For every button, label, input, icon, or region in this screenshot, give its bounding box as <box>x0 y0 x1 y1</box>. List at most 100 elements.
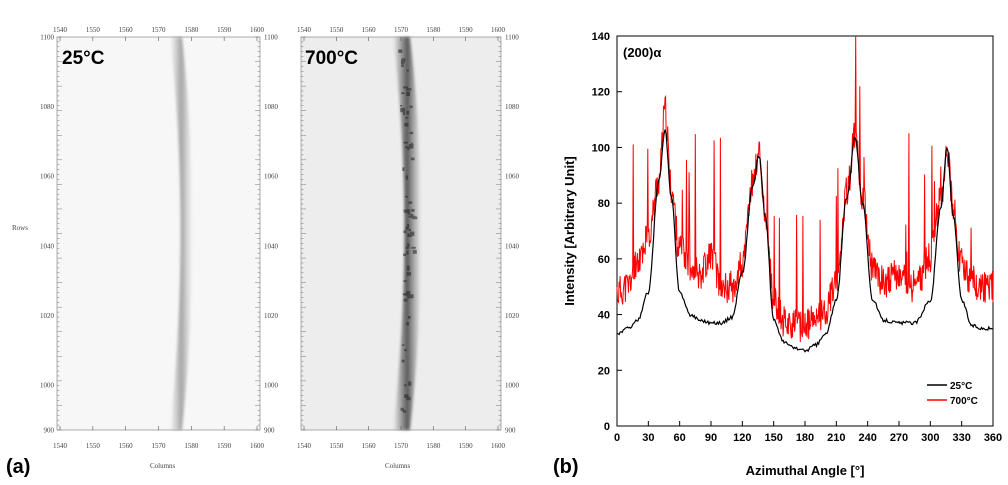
col-tick-label: 1590 <box>217 442 232 450</box>
x-tick-label: 120 <box>733 432 751 444</box>
x-tick-label: 360 <box>984 432 1002 444</box>
x-tick-label: 240 <box>858 432 876 444</box>
x-tick-label: 150 <box>764 432 782 444</box>
speckle <box>406 92 410 96</box>
col-tick-label: 1580 <box>184 442 199 450</box>
speckle <box>407 295 412 299</box>
col-tick-label: 1540 <box>297 26 312 34</box>
row-tick-label: 1080 <box>40 103 55 111</box>
speckle <box>404 123 408 127</box>
legend-label-700c: 700°C <box>950 396 978 407</box>
y-tick-label: 140 <box>592 31 610 43</box>
col-tick-label: 1570 <box>152 442 167 450</box>
panel-a-label: (a) <box>6 456 30 478</box>
col-tick-label: 1580 <box>184 26 199 34</box>
y-tick-label: 120 <box>592 87 610 99</box>
x-tick-label: 270 <box>890 432 908 444</box>
speckle <box>404 299 408 302</box>
speckle <box>401 65 404 67</box>
speckle <box>411 158 415 161</box>
col-tick-label: 1600 <box>250 26 265 34</box>
speckle <box>405 117 408 119</box>
speckle <box>411 247 416 249</box>
speckle <box>402 360 405 363</box>
col-tick-label: 1560 <box>119 442 134 450</box>
row-tick-label: 900 <box>264 427 275 435</box>
col-tick-label: 1540 <box>53 442 68 450</box>
y-tick-label: 100 <box>592 142 610 154</box>
speckle <box>410 132 413 134</box>
speckle <box>406 111 409 115</box>
y-tick-label: 60 <box>598 254 610 266</box>
row-tick-label: 1040 <box>40 242 55 250</box>
x-tick-label: 300 <box>921 432 939 444</box>
speckle <box>408 201 412 203</box>
row-tick-label: 900 <box>505 427 516 435</box>
temperature-label-700c: 700°C <box>305 48 358 69</box>
speckle <box>407 266 409 270</box>
col-tick-label: 1550 <box>329 442 344 450</box>
speckle <box>404 210 409 213</box>
speckle <box>406 251 408 255</box>
col-tick-label: 1560 <box>119 26 134 34</box>
speckle <box>404 349 406 351</box>
speckle <box>402 167 404 171</box>
panel-b-label: (b) <box>553 456 579 478</box>
row-tick-label: 900 <box>44 427 55 435</box>
row-tick-label: 1060 <box>40 173 55 181</box>
row-tick-label: 1100 <box>264 34 278 42</box>
speckle <box>403 253 406 256</box>
speckle <box>404 142 408 144</box>
speckle <box>408 381 411 385</box>
row-tick-label: 1040 <box>505 242 520 250</box>
speckle <box>403 280 406 282</box>
chart-title: (200)α <box>623 45 661 60</box>
x-tick-label: 60 <box>674 432 686 444</box>
y-axis-title: Intensity [Arbitrary Unit] <box>562 156 577 306</box>
col-tick-label: 1580 <box>426 26 441 34</box>
row-tick-label: 1060 <box>264 173 279 181</box>
x-tick-label: 330 <box>952 432 970 444</box>
col-tick-label: 1570 <box>394 442 409 450</box>
speckle <box>406 247 409 249</box>
speckle <box>404 384 406 386</box>
speckle <box>404 394 408 398</box>
col-tick-label: 1540 <box>297 442 312 450</box>
row-tick-label: 1000 <box>505 382 520 390</box>
col-tick-label: 1590 <box>217 26 232 34</box>
speckle <box>401 92 404 94</box>
speckle <box>406 89 411 91</box>
col-tick-label: 1590 <box>459 26 474 34</box>
col-tick-label: 1540 <box>53 26 68 34</box>
speckle <box>407 233 412 237</box>
col-tick-label: 1570 <box>152 26 167 34</box>
legend-label-25c: 25°C <box>950 381 972 392</box>
x-tick-label: 180 <box>796 432 814 444</box>
speckle <box>407 146 409 150</box>
panel-a: 25°C 700°C 1540 1540 1550 1550 1560 1560 1570 1… <box>6 26 520 478</box>
col-tick-label: 1600 <box>491 442 506 450</box>
row-tick-label: 1080 <box>264 103 279 111</box>
y-tick-label: 0 <box>604 421 610 433</box>
col-tick-label: 1580 <box>426 442 441 450</box>
speckle <box>401 60 404 64</box>
col-tick-label: 1560 <box>362 26 377 34</box>
col-tick-label: 1550 <box>329 26 344 34</box>
rows-axis-label: Rows <box>12 224 28 232</box>
x-tick-label: 0 <box>614 432 620 444</box>
speckle <box>404 230 407 233</box>
x-axis-title: Azimuthal Angle [°] <box>746 463 865 478</box>
row-tick-label: 1040 <box>264 242 279 250</box>
row-tick-label: 1020 <box>264 312 279 320</box>
y-tick-label: 80 <box>598 198 610 210</box>
temperature-label-25c: 25°C <box>62 48 105 69</box>
panel-b: 0 30 60 90 120 150 180 210 240 270 300 330 360 0 20 40 6… <box>553 31 1002 478</box>
col-tick-label: 1550 <box>86 26 101 34</box>
speckle <box>406 322 409 325</box>
detector-image-25c <box>57 37 260 430</box>
col-tick-label: 1560 <box>362 442 377 450</box>
speckle <box>407 70 409 72</box>
col-tick-label: 1570 <box>394 26 409 34</box>
speckle <box>408 316 411 319</box>
